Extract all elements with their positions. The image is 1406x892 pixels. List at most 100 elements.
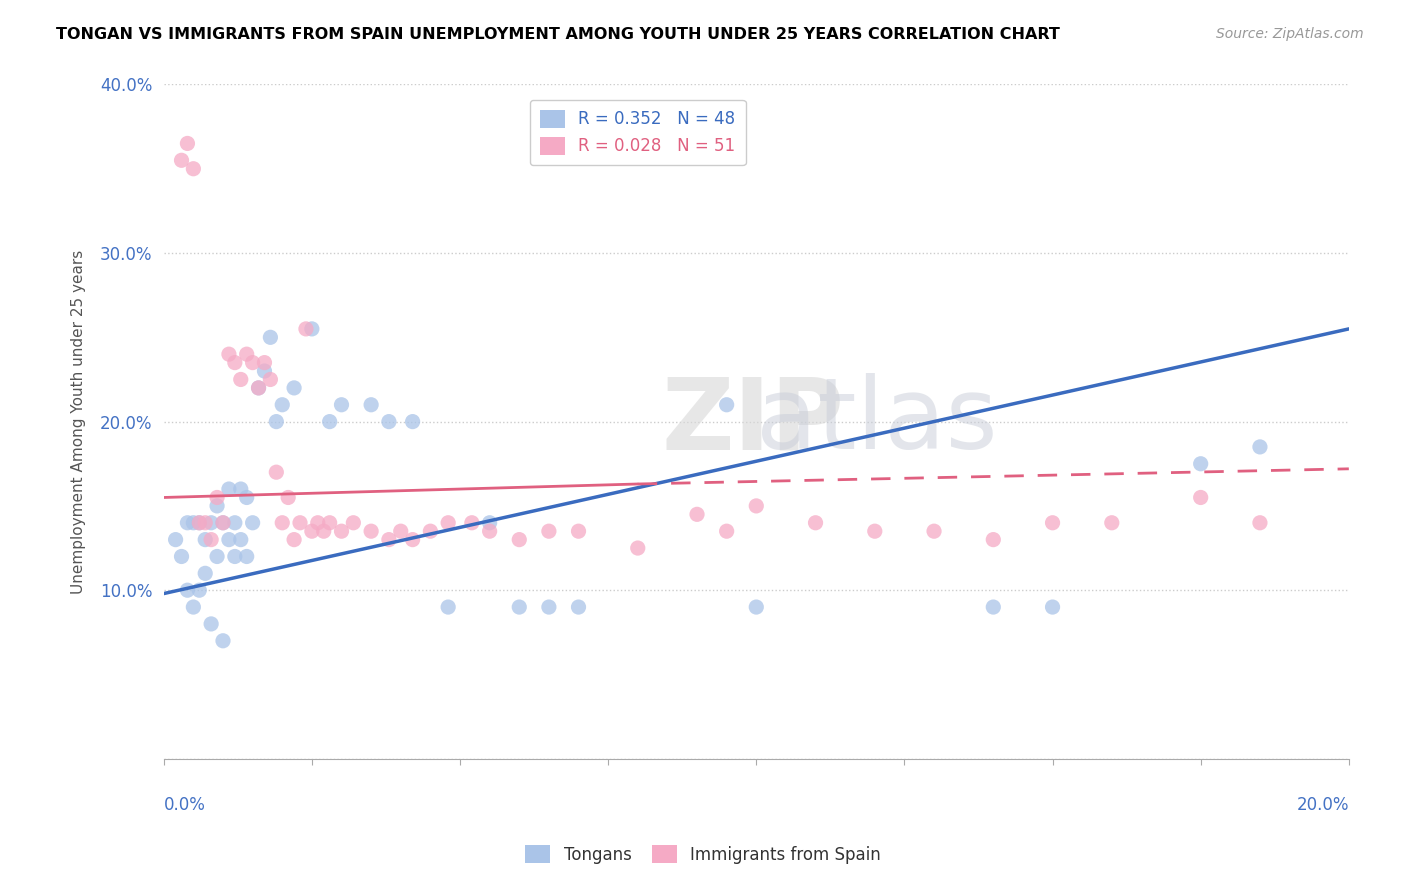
- Point: [229, 372, 252, 386]
- Point: [218, 482, 240, 496]
- Point: [508, 600, 530, 615]
- Point: [212, 516, 235, 530]
- Text: ZIP: ZIP: [661, 373, 845, 470]
- Point: [567, 524, 589, 539]
- Point: [863, 524, 886, 539]
- Point: [716, 398, 738, 412]
- Point: [224, 356, 246, 370]
- Point: [176, 583, 198, 598]
- Point: [188, 583, 211, 598]
- Point: [224, 516, 246, 530]
- Point: [745, 499, 768, 513]
- Point: [188, 516, 211, 530]
- Point: [1042, 600, 1064, 615]
- Point: [922, 524, 945, 539]
- Point: [218, 533, 240, 547]
- Point: [378, 533, 401, 547]
- Text: atlas: atlas: [756, 373, 998, 470]
- Point: [1189, 457, 1212, 471]
- Point: [312, 524, 335, 539]
- Point: [389, 524, 412, 539]
- Point: [205, 491, 228, 505]
- Point: [537, 524, 560, 539]
- Point: [242, 516, 264, 530]
- Point: [183, 516, 205, 530]
- Point: [200, 516, 222, 530]
- Point: [235, 549, 257, 564]
- Point: [437, 600, 460, 615]
- Point: [218, 347, 240, 361]
- Point: [301, 524, 323, 539]
- Point: [235, 347, 257, 361]
- Text: Source: ZipAtlas.com: Source: ZipAtlas.com: [1216, 27, 1364, 41]
- Point: [478, 516, 501, 530]
- Point: [212, 516, 235, 530]
- Point: [170, 153, 193, 168]
- Point: [271, 516, 294, 530]
- Point: [716, 524, 738, 539]
- Point: [194, 516, 217, 530]
- Point: [537, 600, 560, 615]
- Point: [318, 516, 340, 530]
- Point: [478, 524, 501, 539]
- Point: [1249, 516, 1271, 530]
- Point: [170, 549, 193, 564]
- Y-axis label: Unemployment Among Youth under 25 years: Unemployment Among Youth under 25 years: [72, 250, 86, 594]
- Point: [318, 415, 340, 429]
- Point: [165, 533, 187, 547]
- Point: [205, 549, 228, 564]
- Text: 0.0%: 0.0%: [163, 796, 205, 814]
- Legend: Tongans, Immigrants from Spain: Tongans, Immigrants from Spain: [519, 838, 887, 871]
- Point: [360, 398, 382, 412]
- Text: TONGAN VS IMMIGRANTS FROM SPAIN UNEMPLOYMENT AMONG YOUTH UNDER 25 YEARS CORRELAT: TONGAN VS IMMIGRANTS FROM SPAIN UNEMPLOY…: [56, 27, 1060, 42]
- Point: [176, 136, 198, 151]
- Point: [247, 381, 270, 395]
- Point: [277, 491, 299, 505]
- Point: [307, 516, 329, 530]
- Point: [229, 533, 252, 547]
- Point: [183, 161, 205, 176]
- Point: [1249, 440, 1271, 454]
- Legend: R = 0.352   N = 48, R = 0.028   N = 51: R = 0.352 N = 48, R = 0.028 N = 51: [530, 100, 745, 165]
- Point: [1101, 516, 1123, 530]
- Point: [259, 372, 281, 386]
- Point: [242, 356, 264, 370]
- Point: [200, 533, 222, 547]
- Point: [508, 533, 530, 547]
- Point: [1042, 516, 1064, 530]
- Point: [981, 600, 1004, 615]
- Point: [804, 516, 827, 530]
- Point: [461, 516, 484, 530]
- Point: [205, 499, 228, 513]
- Point: [253, 364, 276, 378]
- Point: [295, 322, 318, 336]
- Point: [401, 533, 423, 547]
- Point: [686, 508, 709, 522]
- Point: [271, 398, 294, 412]
- Point: [288, 516, 311, 530]
- Point: [437, 516, 460, 530]
- Point: [188, 516, 211, 530]
- Point: [330, 524, 353, 539]
- Text: 20.0%: 20.0%: [1296, 796, 1348, 814]
- Point: [981, 533, 1004, 547]
- Point: [235, 491, 257, 505]
- Point: [259, 330, 281, 344]
- Point: [266, 465, 288, 479]
- Point: [627, 541, 650, 555]
- Point: [224, 549, 246, 564]
- Point: [330, 398, 353, 412]
- Point: [378, 415, 401, 429]
- Point: [200, 616, 222, 631]
- Point: [342, 516, 364, 530]
- Point: [253, 356, 276, 370]
- Point: [194, 566, 217, 581]
- Point: [266, 415, 288, 429]
- Point: [301, 322, 323, 336]
- Point: [360, 524, 382, 539]
- Point: [283, 533, 305, 547]
- Point: [176, 516, 198, 530]
- Point: [567, 600, 589, 615]
- Point: [1189, 491, 1212, 505]
- Point: [212, 633, 235, 648]
